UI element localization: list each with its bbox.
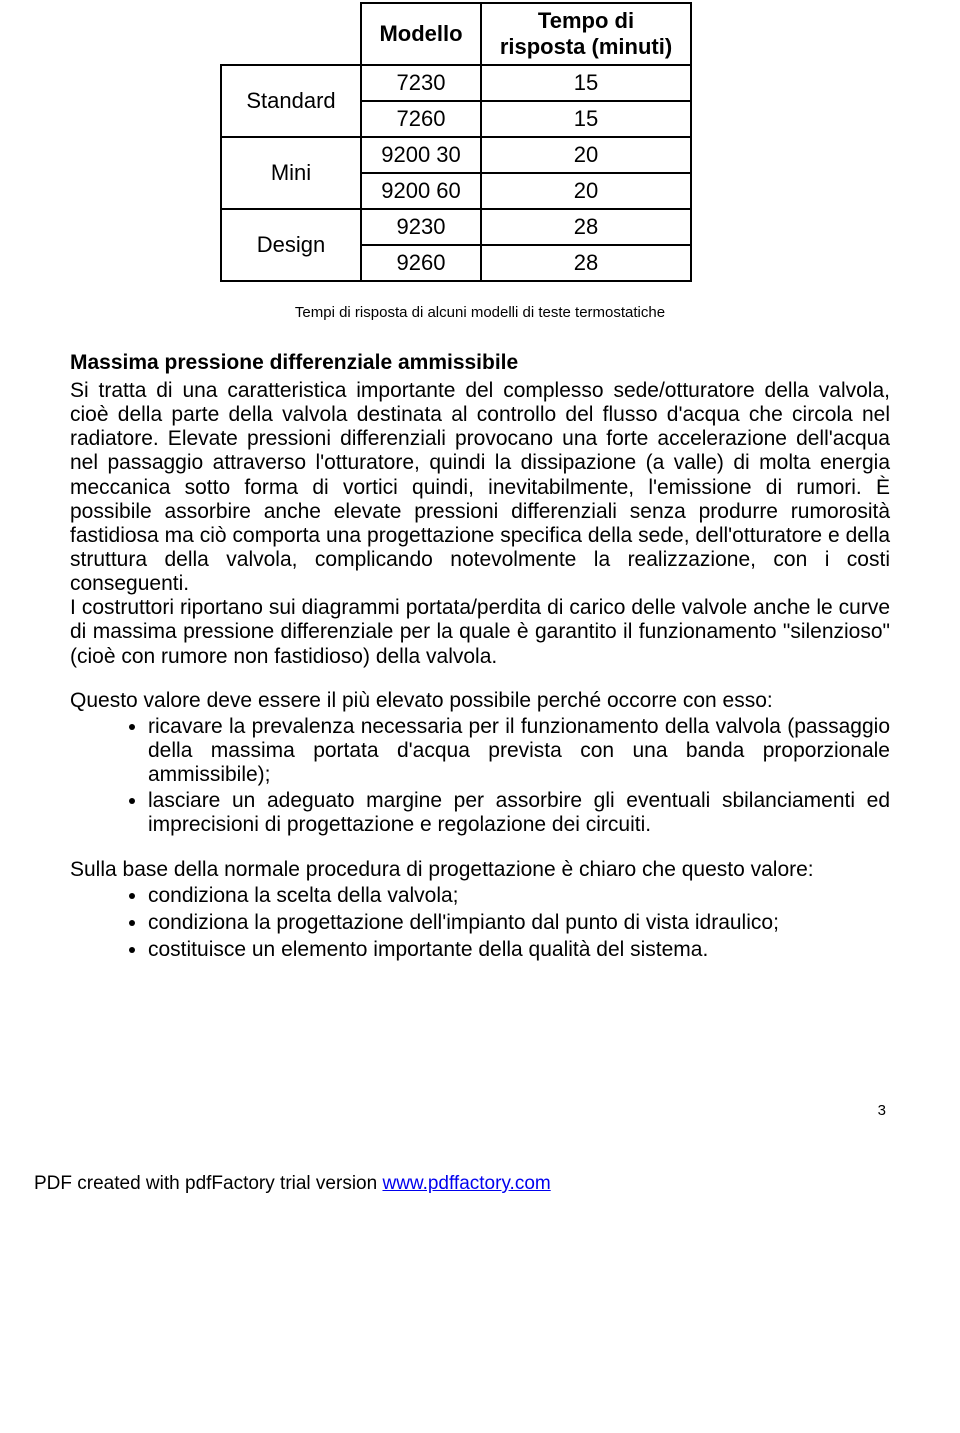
table-time-cell: 28 <box>481 209 691 245</box>
list-item: lasciare un adeguato margine per assorbi… <box>148 789 890 837</box>
table-model-cell: 9200 30 <box>361 137 481 173</box>
paragraph-4-intro: Sulla base della normale procedura di pr… <box>70 858 890 882</box>
list-item: condiziona la scelta della valvola; <box>148 884 890 908</box>
table-category-cell: Design <box>221 209 361 281</box>
bullet-list-2: condiziona la scelta della valvola; condi… <box>70 884 890 962</box>
response-time-table-body: Standard723015726015 Mini9200 30209200 60… <box>220 64 692 282</box>
list-item: costituisce un elemento importante della… <box>148 938 890 962</box>
paragraph-2: I costruttori riportano sui diagrammi po… <box>70 596 890 668</box>
footer: PDF created with pdfFactory trial versio… <box>0 1159 960 1215</box>
bullet-list-1: ricavare la prevalenza necessaria per il… <box>70 715 890 838</box>
table-caption: Tempi di risposta di alcuni modelli di t… <box>70 304 890 321</box>
table-time-cell: 28 <box>481 245 691 281</box>
table-model-cell: 9230 <box>361 209 481 245</box>
table-model-cell: 9260 <box>361 245 481 281</box>
table-time-cell: 15 <box>481 65 691 101</box>
table-time-cell: 20 <box>481 173 691 209</box>
paragraph-1: Si tratta di una caratteristica importan… <box>70 379 890 596</box>
section-heading: Massima pressione differenziale ammissib… <box>70 351 890 375</box>
table-category-cell: Mini <box>221 137 361 209</box>
footer-text: PDF created with pdfFactory trial versio… <box>34 1173 382 1194</box>
table-time-cell: 15 <box>481 101 691 137</box>
page-number: 3 <box>70 1102 890 1119</box>
table-model-cell: 7260 <box>361 101 481 137</box>
footer-link[interactable]: www.pdffactory.com <box>382 1173 550 1194</box>
table-model-cell: 9200 60 <box>361 173 481 209</box>
table-model-cell: 7230 <box>361 65 481 101</box>
response-time-table: Modello Tempo di risposta (minuti) <box>360 2 692 66</box>
list-item: condiziona la progettazione dell'impiant… <box>148 911 890 935</box>
table-category-cell: Standard <box>221 65 361 137</box>
table-time-cell: 20 <box>481 137 691 173</box>
table-header-model: Modello <box>361 3 481 65</box>
table-header-time: Tempo di risposta (minuti) <box>481 3 691 65</box>
list-item: ricavare la prevalenza necessaria per il… <box>148 715 890 787</box>
paragraph-3-intro: Questo valore deve essere il più elevato… <box>70 689 890 713</box>
